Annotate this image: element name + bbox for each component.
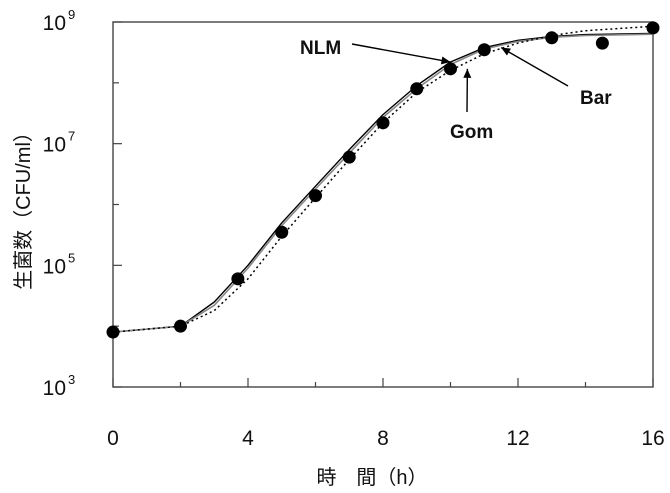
series-line-bar [112, 33, 654, 333]
y-tick-label: 10 [43, 134, 66, 157]
annotation-label-nlm: NLM [300, 38, 341, 59]
annotation-label-gom: Gom [450, 122, 493, 143]
data-point [595, 36, 609, 50]
data-point [231, 272, 245, 286]
y-axis-title: 生菌数（CFU/ml） [12, 122, 35, 290]
x-tick-label: 8 [377, 427, 389, 450]
y-tick-label: 10 [43, 12, 66, 35]
y-tick-base: 10 [43, 134, 66, 157]
series-line-nlm [112, 32, 654, 333]
annotation-arrow-head [501, 47, 511, 56]
data-point [309, 189, 322, 203]
y-tick-label: 10 [43, 255, 66, 278]
data-point [646, 21, 660, 35]
data-point [444, 62, 457, 76]
data-point [275, 225, 289, 239]
y-tick-base: 10 [43, 12, 66, 35]
x-tick-label: 12 [506, 427, 529, 450]
data-point [174, 319, 187, 333]
data-point [342, 150, 356, 164]
y-tick-exponent: 7 [68, 129, 75, 144]
annotation-arrow-head [440, 56, 451, 65]
y-tick-exponent: 3 [68, 372, 75, 387]
annotation-arrow-head [463, 68, 472, 78]
data-point [106, 325, 120, 339]
y-tick-base: 10 [43, 377, 66, 400]
data-point [545, 31, 559, 45]
data-point [376, 116, 390, 130]
data-point [477, 43, 491, 57]
y-tick-exponent: 5 [68, 250, 75, 265]
y-tick-label: 10 [43, 377, 66, 400]
x-axis-title: 時 間（h） [316, 466, 427, 489]
annotation-arrow-line [500, 46, 569, 87]
data-point [410, 82, 424, 96]
x-tick-label: 16 [641, 427, 664, 450]
series-line-gom [112, 25, 654, 333]
plot-frame [112, 21, 654, 388]
annotation-arrow-line [351, 43, 451, 63]
y-tick-exponent: 9 [68, 7, 75, 22]
x-tick-label: 4 [242, 427, 254, 450]
annotation-label-bar: Bar [580, 88, 612, 109]
x-tick-label: 0 [107, 427, 119, 450]
y-tick-base: 10 [43, 255, 66, 278]
